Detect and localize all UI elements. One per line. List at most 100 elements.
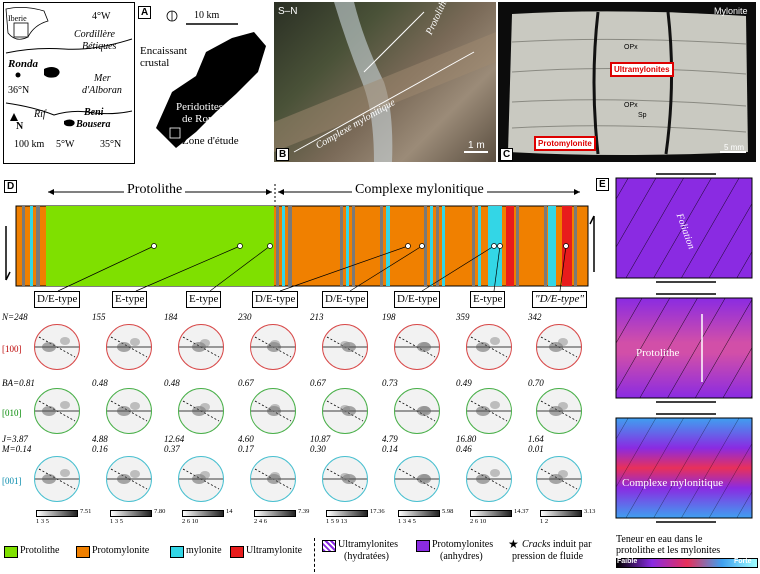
map-label-4w: 4°W <box>92 11 111 22</box>
legend-ultramylonite: Ultramylonite <box>246 545 303 556</box>
sp-label: Sp <box>638 112 647 119</box>
scale-ticks-2: 1 3 5 <box>110 518 123 525</box>
stereonet-001-6 <box>394 456 440 502</box>
zone-etude-label: Zone d'étude <box>182 135 239 147</box>
encaissant-label-2: crustal <box>140 57 170 69</box>
legend-swatch-protomylonite <box>76 546 90 558</box>
photo-scale-label: 1 m <box>468 140 485 151</box>
m-value-5: 0.30 <box>310 444 326 454</box>
n-value-4: 230 <box>238 312 252 322</box>
m-value-8: 0.01 <box>528 444 544 454</box>
density-scale-6 <box>398 510 440 517</box>
legend-swatch-mylonite <box>170 546 184 558</box>
complexe-header: Complexe mylonitique <box>352 182 487 198</box>
stereonet-010-2 <box>106 388 152 434</box>
stereonet-001-1 <box>34 456 80 502</box>
scale-ticks-8: 1 2 <box>540 518 549 525</box>
map-label-bousera: Bousera <box>76 119 111 130</box>
map-label-mer: Mer <box>94 73 111 84</box>
stereonet-100-6 <box>394 324 440 370</box>
outcrop-photo-art <box>274 2 496 162</box>
scale-max-4: 7.39 <box>298 508 310 515</box>
legend-protomylonite: Protomylonite <box>92 545 150 556</box>
peridotites-label-2: de Ronda <box>182 113 224 125</box>
ba-value-8: 0.70 <box>528 378 544 388</box>
legend-divider <box>314 538 316 572</box>
panel-e-schematic <box>615 173 753 523</box>
scale-ticks-7: 2 6 10 <box>470 518 487 525</box>
legend-cracks-1: Cracks induit par <box>522 539 591 550</box>
density-scale-4 <box>254 510 296 517</box>
panel-letter-b: B <box>276 148 290 161</box>
ba-value-4: 0.67 <box>238 378 254 388</box>
m-value-7: 0.46 <box>456 444 472 454</box>
axis-010-label: [010] <box>2 408 22 418</box>
j-value-7: 16.80 <box>456 434 477 444</box>
panel-a: Iberie 4°W Cordillère Bétiques Ronda Mer… <box>3 2 135 164</box>
stereonet-grid <box>34 324 582 502</box>
legend-swatch-proto-anhydres <box>416 540 430 552</box>
thin-section-art <box>508 11 748 155</box>
stereonet-001-3 <box>178 456 224 502</box>
type-label-5: D/E-type <box>322 291 369 308</box>
panel-letter-c: C <box>500 148 514 161</box>
panel-a-detail: A 10 km Encaissant crustal Peridotites d… <box>136 2 272 162</box>
j-value-6: 4.79 <box>382 434 398 444</box>
protolithe-e-label: Protolithe <box>636 347 680 359</box>
scale-10km: 10 km <box>194 10 220 21</box>
legend-swatch-protolithe <box>4 546 18 558</box>
panel-c-thin-section: C Mylonite Ultramylonites Protomylonite … <box>498 2 756 162</box>
j-label: J=3.87 <box>2 434 28 444</box>
legend-cracks-rest: induit par <box>550 539 592 550</box>
stereonet-100-3 <box>178 324 224 370</box>
scale-max-6: 5.98 <box>442 508 454 515</box>
map-label-betiques: Bétiques <box>82 41 117 52</box>
stereonet-100-4 <box>250 324 296 370</box>
m-value-6: 0.14 <box>382 444 398 454</box>
scale-ticks-3: 2 6 10 <box>182 518 199 525</box>
stereonet-100-7 <box>466 324 512 370</box>
density-scale-5 <box>326 510 368 517</box>
density-scale-7 <box>470 510 512 517</box>
teneur-label-2: protolithe et les mylonites <box>616 545 721 556</box>
panel-letter-a: A <box>138 6 152 19</box>
type-label-6: D/E-type <box>394 291 441 308</box>
m-label: M=0.14 <box>2 444 32 454</box>
star-icon: ★ <box>508 537 519 551</box>
scale-ticks-5: 1 5 9 13 <box>326 518 348 525</box>
stereonet-100-1 <box>34 324 80 370</box>
n-value-5: 213 <box>310 312 324 322</box>
panel-letter-e: E <box>596 178 609 191</box>
map-label-cordillere: Cordillère <box>74 29 115 40</box>
ba-value-3: 0.48 <box>164 378 180 388</box>
scale-max-8: 3.13 <box>584 508 596 515</box>
map-label-scale: 100 km <box>14 139 45 150</box>
stereonet-001-8 <box>536 456 582 502</box>
panel-letter-d: D <box>4 180 18 193</box>
map-label-36n: 36°N <box>8 85 30 96</box>
ba-label: BA=0.81 <box>2 378 35 388</box>
north-arrow-label: N <box>16 121 24 132</box>
water-content-scale <box>616 558 758 568</box>
map-label-beni: Beni <box>84 107 104 118</box>
thin-section-scale: 5 mm <box>724 143 744 152</box>
j-value-3: 12.64 <box>164 434 185 444</box>
stereonet-010-4 <box>250 388 296 434</box>
map-label-iberie: Iberie <box>8 14 27 23</box>
density-scale-3 <box>182 510 224 517</box>
legend-proto-anhydres-2: (anhydres) <box>440 551 483 562</box>
peridotites-label-1: Peridotites <box>176 101 224 113</box>
j-value-8: 1.64 <box>528 434 544 444</box>
ba-value-6: 0.73 <box>382 378 398 388</box>
m-value-4: 0.17 <box>238 444 254 454</box>
protomylonite-label: Protomylonite <box>534 136 596 151</box>
stereonet-001-5 <box>322 456 368 502</box>
detail-map <box>156 10 266 148</box>
scale-ticks-6: 1 3 4 5 <box>398 518 416 525</box>
n-value-8: 342 <box>528 312 542 322</box>
stereonet-001-7 <box>466 456 512 502</box>
scale-max-3: 14 <box>226 508 233 515</box>
m-value-2: 0.16 <box>92 444 108 454</box>
type-label-3: E-type <box>186 291 222 308</box>
faible-label: Faible <box>617 558 638 565</box>
